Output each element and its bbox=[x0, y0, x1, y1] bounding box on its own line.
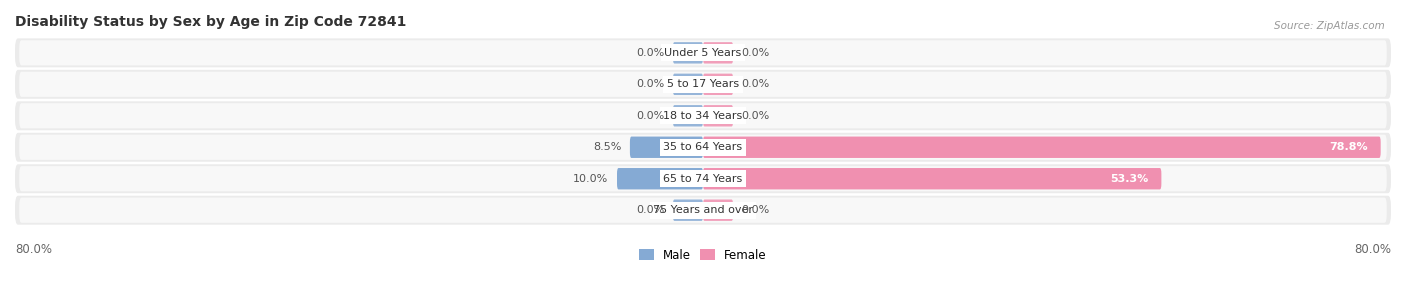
Text: 80.0%: 80.0% bbox=[15, 243, 52, 256]
FancyBboxPatch shape bbox=[703, 199, 733, 221]
FancyBboxPatch shape bbox=[20, 166, 1386, 191]
FancyBboxPatch shape bbox=[703, 105, 733, 127]
Text: 18 to 34 Years: 18 to 34 Years bbox=[664, 111, 742, 121]
Text: 0.0%: 0.0% bbox=[636, 79, 664, 89]
Text: Under 5 Years: Under 5 Years bbox=[665, 48, 741, 58]
FancyBboxPatch shape bbox=[630, 137, 703, 158]
Text: Source: ZipAtlas.com: Source: ZipAtlas.com bbox=[1274, 21, 1385, 31]
Text: 75 Years and over: 75 Years and over bbox=[652, 205, 754, 215]
FancyBboxPatch shape bbox=[15, 38, 1391, 67]
FancyBboxPatch shape bbox=[20, 72, 1386, 97]
Text: 0.0%: 0.0% bbox=[742, 205, 770, 215]
FancyBboxPatch shape bbox=[20, 198, 1386, 223]
FancyBboxPatch shape bbox=[20, 103, 1386, 128]
Text: 0.0%: 0.0% bbox=[636, 111, 664, 121]
Text: 78.8%: 78.8% bbox=[1329, 142, 1368, 152]
Text: 0.0%: 0.0% bbox=[742, 111, 770, 121]
Text: 8.5%: 8.5% bbox=[593, 142, 621, 152]
FancyBboxPatch shape bbox=[673, 74, 703, 95]
FancyBboxPatch shape bbox=[15, 101, 1391, 130]
FancyBboxPatch shape bbox=[673, 42, 703, 63]
Text: Disability Status by Sex by Age in Zip Code 72841: Disability Status by Sex by Age in Zip C… bbox=[15, 15, 406, 29]
FancyBboxPatch shape bbox=[673, 199, 703, 221]
Text: 5 to 17 Years: 5 to 17 Years bbox=[666, 79, 740, 89]
Text: 0.0%: 0.0% bbox=[636, 48, 664, 58]
FancyBboxPatch shape bbox=[703, 42, 733, 63]
Text: 0.0%: 0.0% bbox=[742, 79, 770, 89]
FancyBboxPatch shape bbox=[703, 168, 1161, 189]
FancyBboxPatch shape bbox=[15, 196, 1391, 225]
FancyBboxPatch shape bbox=[703, 137, 1381, 158]
FancyBboxPatch shape bbox=[15, 164, 1391, 193]
Text: 10.0%: 10.0% bbox=[574, 174, 609, 184]
Text: 0.0%: 0.0% bbox=[636, 205, 664, 215]
FancyBboxPatch shape bbox=[15, 70, 1391, 99]
Text: 65 to 74 Years: 65 to 74 Years bbox=[664, 174, 742, 184]
FancyBboxPatch shape bbox=[20, 135, 1386, 160]
Text: 35 to 64 Years: 35 to 64 Years bbox=[664, 142, 742, 152]
FancyBboxPatch shape bbox=[673, 105, 703, 127]
FancyBboxPatch shape bbox=[15, 133, 1391, 162]
Text: 53.3%: 53.3% bbox=[1111, 174, 1149, 184]
FancyBboxPatch shape bbox=[617, 168, 703, 189]
Legend: Male, Female: Male, Female bbox=[640, 249, 766, 262]
Text: 80.0%: 80.0% bbox=[1354, 243, 1391, 256]
FancyBboxPatch shape bbox=[20, 40, 1386, 66]
Text: 0.0%: 0.0% bbox=[742, 48, 770, 58]
FancyBboxPatch shape bbox=[703, 74, 733, 95]
